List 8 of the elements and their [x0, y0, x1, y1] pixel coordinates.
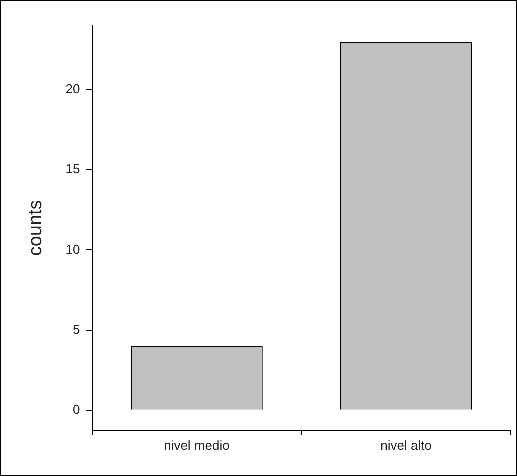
y-tick-label: 5 [73, 322, 80, 337]
x-tick-label: nivel alto [380, 438, 432, 453]
y-tick-label: 10 [66, 242, 80, 257]
y-tick-label: 20 [66, 82, 80, 97]
y-tick-label: 0 [73, 402, 80, 417]
y-tick-label: 15 [66, 162, 80, 177]
y-axis-title: counts [26, 200, 47, 256]
x-tick-label: nivel medio [164, 438, 230, 453]
